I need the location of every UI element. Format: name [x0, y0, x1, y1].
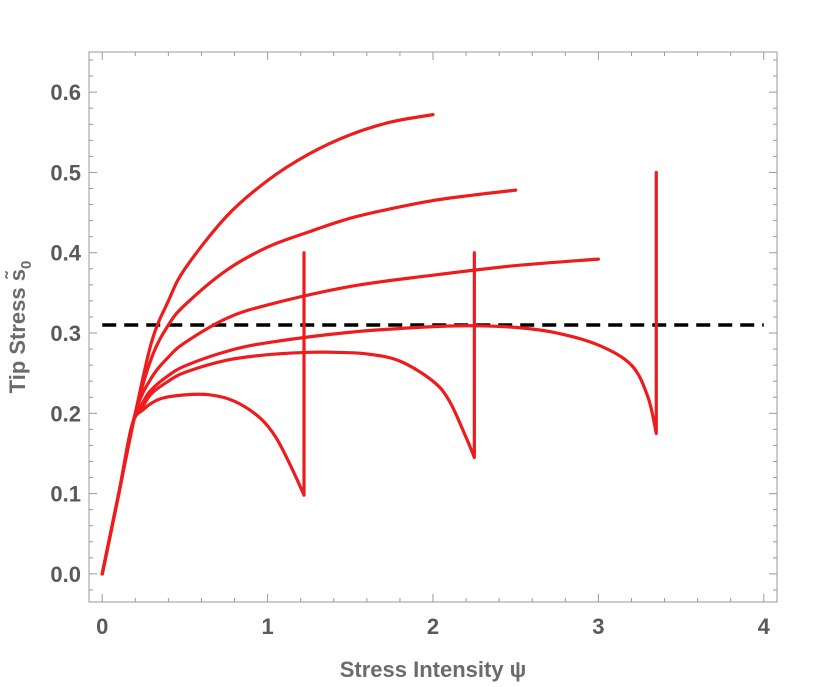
x-axis-label-text: Stress Intensity ψ	[340, 657, 527, 682]
y-axis-label-text: Tip Stress s̃	[5, 269, 30, 393]
y-tick-label: 0.1	[50, 482, 81, 507]
x-tick-label: 2	[427, 614, 439, 639]
x-tick-label: 3	[592, 614, 604, 639]
y-tick-label: 0.3	[50, 321, 81, 346]
x-tick-label: 0	[96, 614, 108, 639]
axis-tick-labels: 0 1 2 3 4 0.0 0.1 0.2 0.3 0.4 0.5 0.6	[50, 80, 770, 639]
series-line-4	[100, 170, 658, 576]
x-tick-label: 1	[261, 614, 273, 639]
y-tick-label: 0.2	[50, 401, 81, 426]
x-axis-label: Stress Intensity ψ	[340, 657, 527, 682]
y-tick-label: 0.0	[50, 562, 81, 587]
y-tick-label: 0.5	[50, 160, 81, 185]
series-line-6	[100, 251, 306, 576]
series-group	[100, 113, 658, 576]
series-line-3	[100, 257, 600, 576]
y-axis-label-subscript: 0	[18, 261, 35, 269]
y-tick-label: 0.4	[50, 241, 81, 266]
y-tick-label: 0.6	[50, 80, 81, 105]
y-axis-label: Tip Stress s̃0	[5, 261, 35, 394]
axis-ticks	[89, 52, 777, 602]
x-tick-label: 4	[758, 614, 771, 639]
